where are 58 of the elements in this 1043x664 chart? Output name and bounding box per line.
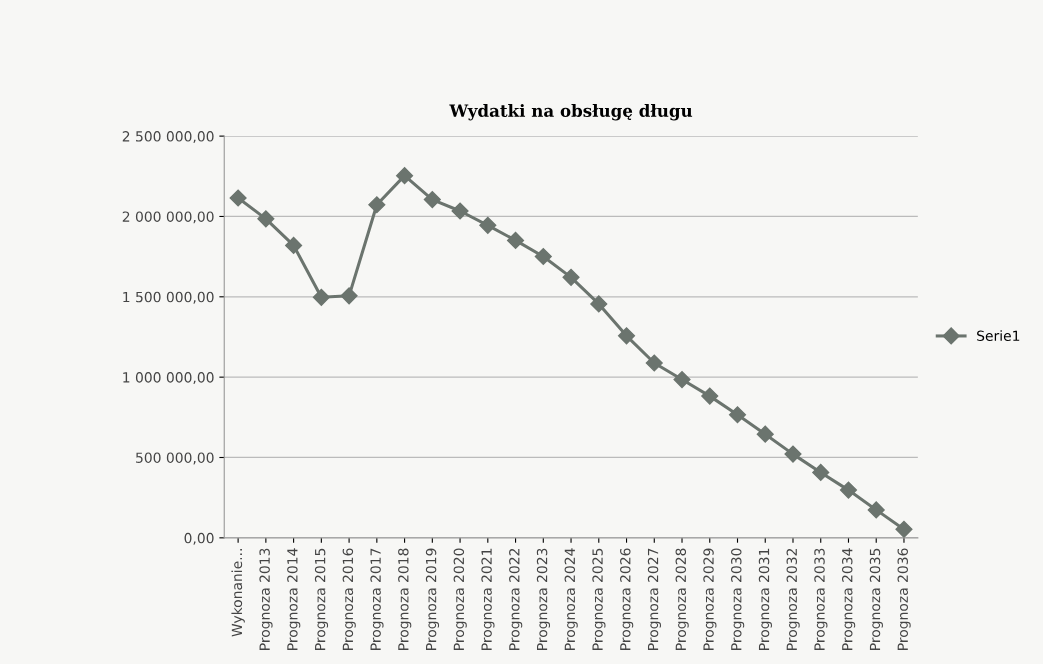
x-tick-label: Prognoza 2016 [342, 548, 356, 650]
chart-title: Wydatki na obsługę długu [449, 104, 693, 121]
x-tick-label: Prognoza 2022 [509, 548, 523, 650]
x-tick-label: Prognoza 2024 [564, 548, 578, 650]
point [229, 189, 247, 207]
point [812, 463, 830, 481]
x-tick-label: Prognoza 2019 [425, 548, 440, 650]
x-tick-label: Prognoza 2027 [647, 548, 661, 650]
x-tick-label: Prognoza 2035 [869, 548, 883, 650]
point [507, 231, 525, 249]
y-tick-label: 1 000 000,00 [123, 372, 214, 385]
x-tick-label: Prognoza 2026 [620, 548, 634, 650]
point [784, 445, 802, 463]
x-tick-label: Prognoza 2021 [481, 548, 495, 650]
x-tick-label: Prognoza 2017 [370, 548, 384, 650]
x-tick-label: Prognoza 2014 [287, 548, 301, 650]
point [534, 247, 552, 266]
point [396, 167, 414, 185]
x-tick-label: Prognoza 2025 [592, 548, 606, 650]
y-tick-label: 2 500 000,00 [122, 131, 214, 144]
point [423, 191, 441, 209]
x-tick-label: Prognoza 2036 [897, 548, 911, 650]
point [285, 236, 303, 254]
x-tick-label: Prognoza 2029 [703, 548, 717, 650]
point [839, 481, 858, 499]
point [257, 210, 275, 228]
x-tick-label: Prognoza 2031 [758, 548, 772, 650]
point [756, 425, 774, 443]
point [895, 520, 913, 538]
point [701, 387, 719, 405]
x-tick-label: Prognoza 2018 [398, 548, 412, 650]
legend-label: Serie1 [977, 330, 1020, 342]
point [867, 501, 885, 519]
point [368, 196, 386, 214]
point [312, 288, 330, 306]
x-tick-label: Wykonanie... [231, 549, 245, 637]
point [451, 202, 469, 220]
point [479, 216, 497, 234]
x-tick-label: Prognoza 2033 [814, 548, 828, 650]
point [645, 354, 663, 372]
x-tick-label: Prognoza 2032 [786, 548, 800, 650]
point [340, 287, 358, 305]
y-tick-label: 500 000,00 [136, 452, 214, 465]
point [673, 371, 691, 389]
x-tick-label: Prognoza 2020 [453, 548, 467, 650]
x-tick-label: Prognoza 2013 [259, 548, 273, 650]
y-tick-label: 2 000 000,00 [122, 211, 214, 224]
y-tick-label: 0,00 [184, 532, 214, 545]
x-tick-label: Prognoza 2015 [314, 548, 329, 650]
point [728, 406, 747, 424]
y-tick-label: 1 500 000,00 [123, 291, 214, 304]
x-tick-label: Prognoza 2023 [536, 548, 551, 650]
x-tick-label: Prognoza 2030 [731, 548, 745, 650]
point [562, 268, 580, 286]
point [617, 327, 636, 345]
point [590, 295, 608, 313]
x-tick-label: Prognoza 2034 [842, 548, 856, 650]
x-tick-label: Prognoza 2028 [675, 548, 689, 650]
